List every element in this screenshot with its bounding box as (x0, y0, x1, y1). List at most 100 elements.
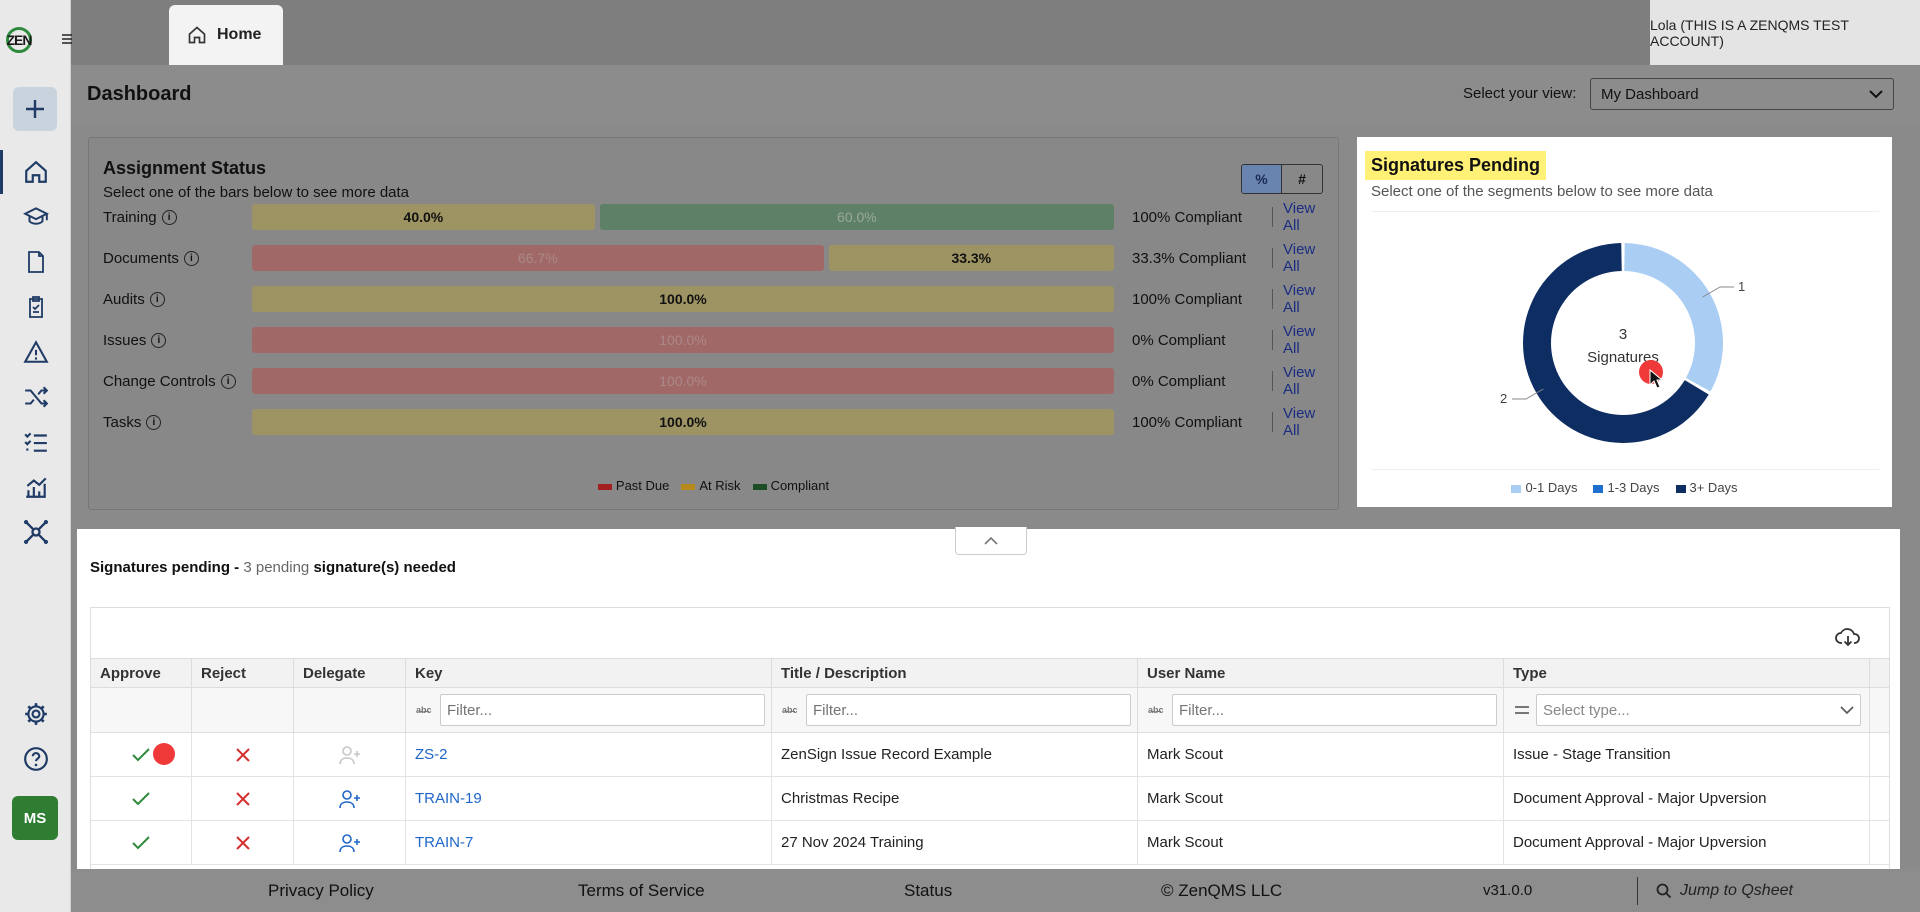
assignment-row: Tasks i 100.0% 100% Compliant View All (103, 405, 1327, 439)
view-all-change-controls-link[interactable]: View All (1283, 364, 1316, 398)
sidebar-item-reports[interactable] (22, 473, 50, 501)
add-user-icon (338, 745, 360, 764)
filter-type-placeholder: Select type... (1543, 701, 1630, 719)
sidebar-item-home[interactable] (22, 158, 50, 186)
column-header-key[interactable]: Key (406, 659, 772, 687)
avatar[interactable]: MS (12, 796, 58, 840)
info-icon[interactable]: i (161, 209, 177, 225)
user-name-cell: Mark Scout (1138, 777, 1504, 820)
approve-button[interactable] (91, 777, 192, 820)
copyright: © ZenQMS LLC (1161, 881, 1283, 900)
toggle-count-button[interactable]: # (1298, 171, 1306, 187)
user-name-cell: Mark Scout (1138, 821, 1504, 864)
filter-type-select[interactable]: Select type... (1536, 694, 1861, 726)
info-icon[interactable]: i (183, 250, 199, 266)
view-all-training-link[interactable]: View All (1283, 200, 1316, 234)
bar-tasks-risk[interactable]: 100.0% (252, 409, 1114, 435)
bar-documents-risk[interactable]: 33.3% (828, 245, 1114, 271)
bar-training-risk[interactable]: 40.0% (252, 204, 595, 230)
document-icon (28, 251, 44, 273)
sidebar-item-documents[interactable] (22, 248, 50, 276)
view-all-documents-link[interactable]: View All (1283, 241, 1316, 275)
privacy-policy-link[interactable]: Privacy Policy (268, 881, 374, 900)
info-icon[interactable]: i (146, 414, 162, 430)
bar-change-controls-due[interactable]: 100.0% (252, 368, 1114, 394)
column-header-user-name[interactable]: User Name (1138, 659, 1504, 687)
info-icon[interactable]: i (151, 332, 167, 348)
filter-cell-title: a̶b̶c (772, 688, 1138, 732)
legend-3-plus-days[interactable]: 3+ Days (1675, 480, 1738, 495)
filter-user-input[interactable] (1172, 694, 1497, 726)
column-header-reject[interactable]: Reject (192, 659, 294, 687)
legend-0-1-days[interactable]: 0-1 Days (1511, 480, 1577, 495)
toggle-percent-button[interactable]: % (1242, 165, 1282, 193)
sidebar-item-audits[interactable] (22, 293, 50, 321)
delegate-button[interactable] (294, 733, 406, 776)
filter-cell-empty (192, 688, 294, 732)
filter-title-input[interactable] (806, 694, 1131, 726)
info-icon[interactable]: i (149, 291, 165, 307)
sidebar-item-issues[interactable] (22, 338, 50, 366)
key-link[interactable]: TRAIN-7 (406, 821, 772, 864)
approve-button[interactable] (91, 733, 192, 776)
column-header-delegate[interactable]: Delegate (294, 659, 406, 687)
sidebar-item-change-controls[interactable] (22, 383, 50, 411)
delegate-button[interactable] (294, 821, 406, 864)
bar-audits-risk[interactable]: 100.0% (252, 286, 1114, 312)
reject-button[interactable] (192, 821, 294, 864)
hamburger-icon[interactable] (61, 32, 73, 44)
key-link[interactable]: TRAIN-19 (406, 777, 772, 820)
compliance-text: 100% Compliant (1132, 413, 1243, 431)
bar-documents-due[interactable]: 66.7% (252, 245, 824, 271)
bar-issues-due[interactable]: 100.0% (252, 327, 1114, 353)
download-button[interactable] (1835, 626, 1861, 648)
assignment-row: Issues i 100.0% 0% Compliant View All (103, 323, 1327, 357)
sidebar-item-network[interactable] (22, 518, 50, 546)
column-header-title[interactable]: Title / Description (772, 659, 1138, 687)
view-all-audits-link[interactable]: View All (1283, 282, 1316, 316)
signatures-title: Signatures Pending (1365, 151, 1547, 180)
type-cell: Document Approval - Major Upversion (1504, 821, 1870, 864)
dashboard-header: Dashboard Select your view: My Dashboard (71, 65, 1920, 123)
donut-segment-0-1-days[interactable] (1624, 243, 1723, 392)
view-all-tasks-link[interactable]: View All (1283, 405, 1316, 439)
terms-of-service-link[interactable]: Terms of Service (578, 881, 705, 900)
qsheet-search[interactable]: Jump to Qsheet (1637, 877, 1817, 905)
status-link[interactable]: Status (904, 881, 953, 900)
assignment-title: Assignment Status (103, 158, 267, 178)
view-all-issues-link[interactable]: View All (1283, 323, 1316, 357)
sidebar-item-help[interactable] (22, 745, 50, 773)
data-label-leader-3-plus-days (1512, 388, 1544, 400)
equals-filter-icon (1515, 706, 1529, 714)
sidebar-item-settings[interactable] (22, 700, 50, 728)
approve-button[interactable] (91, 821, 192, 864)
user-account[interactable]: Lola (THIS IS A ZENQMS TEST ACCOUNT) (1650, 0, 1920, 65)
sidebar-item-tasks[interactable] (22, 428, 50, 456)
view-select[interactable]: My Dashboard (1590, 78, 1894, 110)
sidebar-item-training[interactable] (22, 203, 50, 231)
delegate-button[interactable] (294, 777, 406, 820)
signatures-subtitle: Select one of the segments below to see … (1371, 183, 1713, 200)
search-icon (1656, 883, 1672, 899)
filter-cell-type: Select type... (1504, 688, 1870, 732)
reject-button[interactable] (192, 733, 294, 776)
bar-training-comp[interactable]: 60.0% (599, 204, 1114, 230)
info-icon[interactable]: i (220, 373, 236, 389)
key-link[interactable]: ZS-2 (406, 733, 772, 776)
add-button[interactable] (13, 87, 57, 131)
home-icon (25, 160, 47, 183)
reject-button[interactable] (192, 777, 294, 820)
zen-logo[interactable]: ZEN (6, 24, 52, 56)
list-check-icon (24, 432, 47, 452)
column-header-type[interactable]: Type (1504, 659, 1870, 687)
legend-at-risk: At Risk (681, 478, 741, 493)
filter-key-input[interactable] (440, 694, 765, 726)
tab-home[interactable]: Home (169, 5, 283, 65)
donut-segment-3-plus-days[interactable] (1523, 243, 1709, 444)
view-select-label: Select your view: (1463, 85, 1577, 102)
donut-center-label: Signatures (1587, 349, 1659, 366)
collapse-panel-button[interactable] (955, 527, 1027, 555)
column-header-approve[interactable]: Approve (91, 659, 192, 687)
user-label: Lola (THIS IS A ZENQMS TEST ACCOUNT) (1650, 16, 1849, 49)
legend-1-3-days[interactable]: 1-3 Days (1593, 480, 1660, 495)
